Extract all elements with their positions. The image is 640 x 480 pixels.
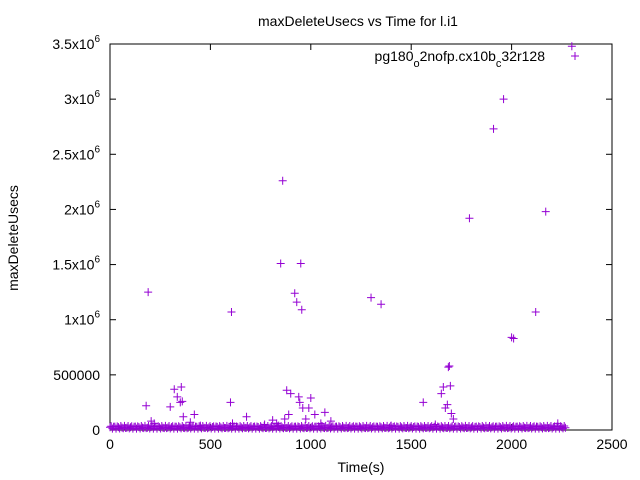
x-tick-label: 2000: [496, 436, 527, 452]
data-point: [301, 414, 310, 423]
data-point: [176, 398, 185, 407]
data-point: [276, 259, 285, 268]
legend: pg180o2nofp.cx10bc32r128: [375, 48, 579, 70]
data-point: [531, 307, 540, 316]
data-point: [446, 381, 455, 390]
legend-label: pg180o2nofp.cx10bc32r128: [375, 48, 546, 70]
data-point: [226, 398, 235, 407]
y-tick-label: 3x106: [64, 89, 100, 107]
data-point: [443, 400, 452, 409]
y-tick-label: 2x106: [64, 199, 100, 217]
data-point: [465, 214, 474, 223]
data-point: [431, 420, 440, 429]
data-point: [553, 419, 562, 428]
data-point: [419, 398, 428, 407]
y-tick-label: 0: [92, 422, 100, 438]
data-point: [306, 394, 315, 403]
data-point: [170, 385, 179, 394]
data-point: [445, 362, 454, 371]
data-point: [444, 363, 453, 372]
data-point: [507, 333, 516, 342]
data-point: [295, 398, 304, 407]
axis-ticks: 0 500 1000 1500 2000 2500 0 500000 1x106 1.5x106 2…: [52, 34, 627, 452]
data-point: [282, 386, 291, 395]
data-point: [326, 417, 335, 426]
data-point: [449, 414, 458, 423]
data-point: [227, 307, 236, 316]
data-point: [142, 401, 151, 410]
baseline-point: [561, 423, 570, 432]
data-point: [150, 419, 159, 428]
x-tick-label: 1500: [396, 436, 427, 452]
data-point: [228, 419, 237, 428]
data-point: [173, 392, 182, 401]
data-point: [310, 410, 319, 419]
x-axis-label: Time(s): [338, 459, 385, 475]
data-point: [367, 293, 376, 302]
data-point: [509, 334, 518, 343]
data-point: [290, 289, 299, 298]
data-point: [260, 420, 269, 429]
data-point: [179, 412, 188, 421]
data-point: [280, 414, 289, 423]
data-point: [286, 389, 295, 398]
data-point: [447, 409, 456, 418]
chart-title: maxDeleteUsecs vs Time for l.i1: [258, 13, 458, 29]
data-point: [441, 403, 450, 412]
x-tick-label: 2500: [596, 436, 627, 452]
data-point: [499, 95, 508, 104]
y-tick-label: 1x106: [64, 310, 100, 328]
data-point: [196, 421, 205, 430]
plot-frame: [109, 43, 613, 431]
baseline-point: [560, 421, 569, 430]
data-point: [274, 421, 283, 430]
plot-axes: [109, 43, 613, 431]
x-tick-label: 0: [106, 436, 114, 452]
data-point: [377, 300, 386, 309]
data-point: [387, 421, 396, 430]
data-point: [186, 418, 195, 427]
data-point: [320, 408, 329, 417]
data-point: [177, 382, 186, 391]
data-point: [567, 42, 576, 51]
data-point: [294, 392, 303, 401]
data-point: [292, 298, 301, 307]
data-point: [284, 410, 293, 419]
data-point: [437, 389, 446, 398]
data-point: [297, 305, 306, 314]
data-point: [541, 207, 550, 216]
y-tick-label: 2.5x106: [52, 144, 100, 162]
data-point: [278, 176, 287, 185]
y-tick-label: 500000: [53, 367, 100, 383]
y-tick-label: 1.5x106: [52, 255, 100, 273]
data-point: [178, 397, 187, 406]
x-tick-label: 500: [199, 436, 223, 452]
y-axis-label: maxDeleteUsecs: [5, 185, 21, 291]
x-tick-label: 1000: [295, 436, 326, 452]
data-point: [489, 124, 498, 133]
data-point: [304, 403, 313, 412]
data-point: [190, 410, 199, 419]
data-point: [439, 382, 448, 391]
data-points: [106, 42, 576, 433]
y-tick-label: 3.5x106: [52, 34, 100, 52]
data-point: [268, 416, 277, 425]
data-point: [166, 402, 175, 411]
data-point: [296, 259, 305, 268]
data-point: [242, 412, 251, 421]
data-point: [144, 288, 153, 297]
data-point: [316, 419, 325, 428]
legend-marker: [571, 52, 579, 60]
